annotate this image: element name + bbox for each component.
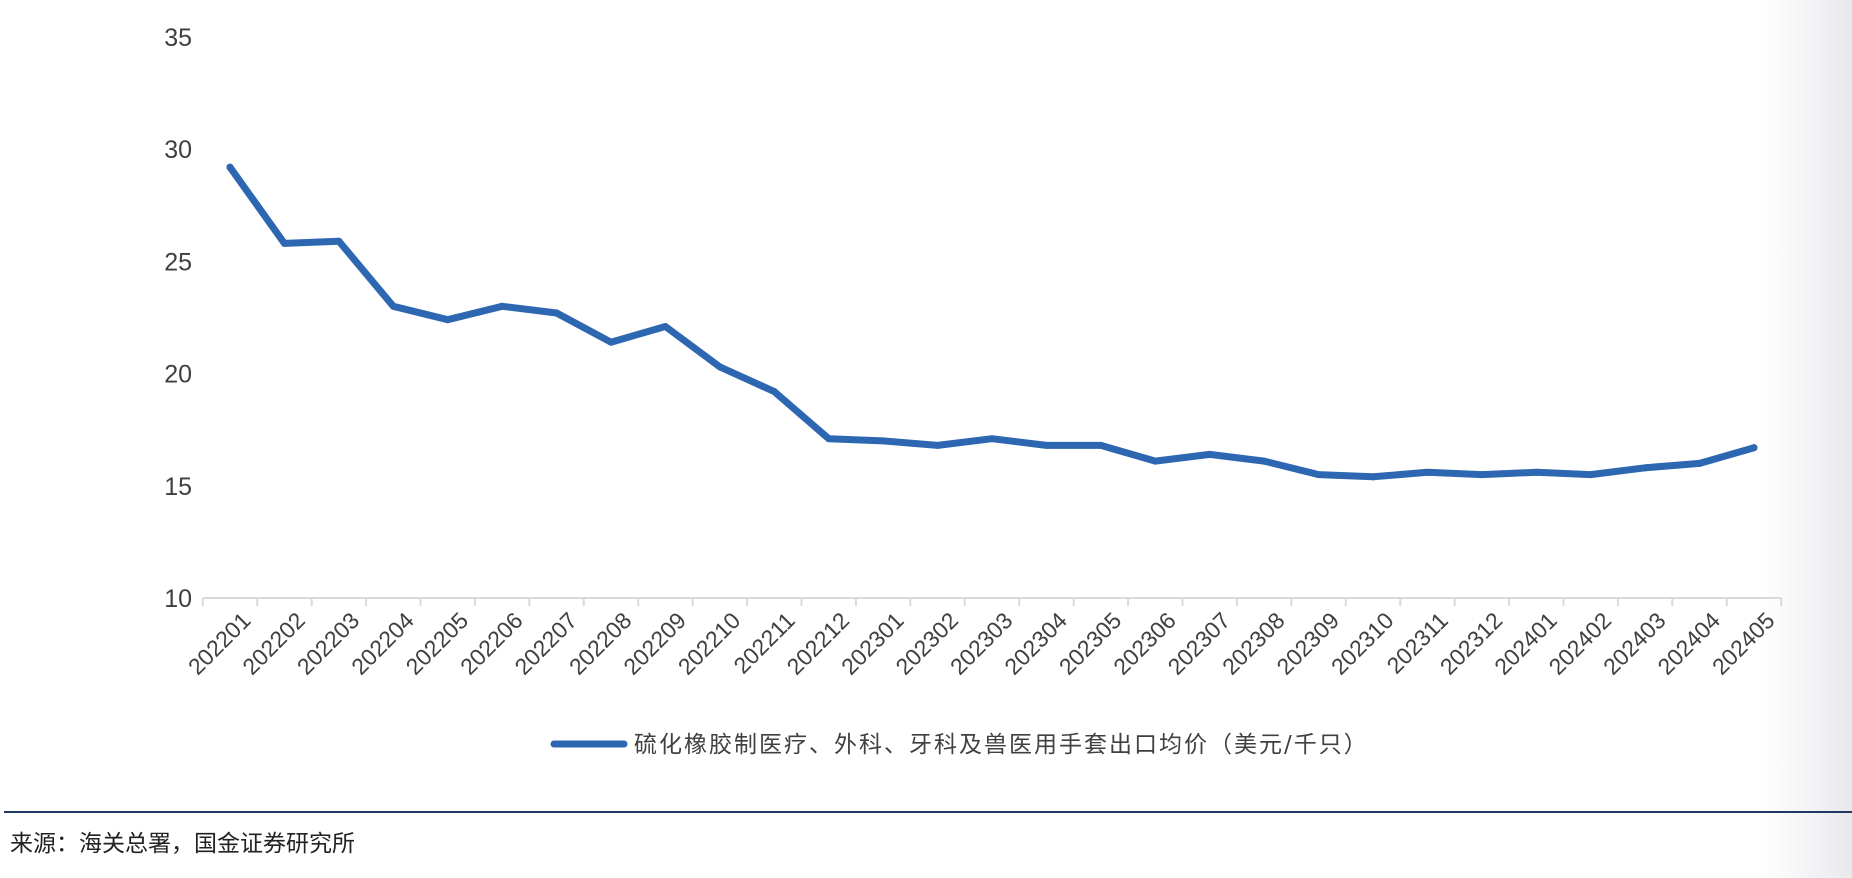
data-point [988, 435, 996, 443]
y-tick-label: 20 [164, 361, 192, 389]
data-point [879, 437, 887, 445]
y-axis-ticks: 10 15 20 25 30 35 [164, 24, 192, 613]
data-point [716, 363, 724, 371]
data-point [1587, 471, 1595, 479]
source-note: 来源：海关总署，国金证券研究所 [10, 831, 355, 857]
y-tick-label: 35 [164, 24, 192, 52]
data-point [1097, 441, 1105, 449]
data-point [607, 338, 615, 346]
data-point [661, 322, 669, 330]
x-axis-tick-marks [201, 598, 1783, 606]
y-tick-label: 25 [164, 248, 192, 276]
data-point [389, 302, 397, 310]
data-point [1315, 471, 1323, 479]
x-tick-label: 202210 [673, 607, 746, 680]
data-point [1206, 450, 1214, 458]
y-tick-label: 10 [164, 585, 192, 613]
data-point [1151, 457, 1159, 465]
series-points [226, 163, 1758, 481]
line-chart: 10 15 20 25 30 35 202201202202202203202204202… [164, 24, 1783, 758]
data-point [1696, 459, 1704, 467]
data-point [1369, 473, 1377, 481]
y-tick-label: 30 [164, 136, 192, 164]
data-point [1532, 468, 1540, 476]
data-point [1042, 441, 1050, 449]
data-point [825, 435, 833, 443]
legend: 硫化橡胶制医疗、外科、牙科及兽医用手套出口均价（美元/千只） [550, 732, 1369, 758]
data-point [1641, 464, 1649, 472]
x-axis-labels: 2022012022022022032022042022052022062022… [183, 607, 1780, 680]
x-tick-label: 202405 [1707, 607, 1780, 680]
data-point [1750, 444, 1758, 452]
right-edge-shade [1762, 0, 1852, 878]
legend-label: 硫化橡胶制医疗、外科、牙科及兽医用手套出口均价（美元/千只） [634, 732, 1369, 758]
data-point [444, 316, 452, 324]
data-point [770, 388, 778, 396]
data-point [1423, 468, 1431, 476]
x-tick-label: 202310 [1326, 607, 1399, 680]
data-point [280, 239, 288, 247]
series-line [226, 163, 1758, 481]
data-point [335, 237, 343, 245]
data-point [226, 163, 234, 171]
data-point [1260, 457, 1268, 465]
data-point [934, 441, 942, 449]
data-point [553, 309, 561, 317]
y-tick-label: 15 [164, 473, 192, 501]
data-point [498, 302, 506, 310]
data-point [1478, 471, 1486, 479]
source-divider [4, 811, 1852, 813]
